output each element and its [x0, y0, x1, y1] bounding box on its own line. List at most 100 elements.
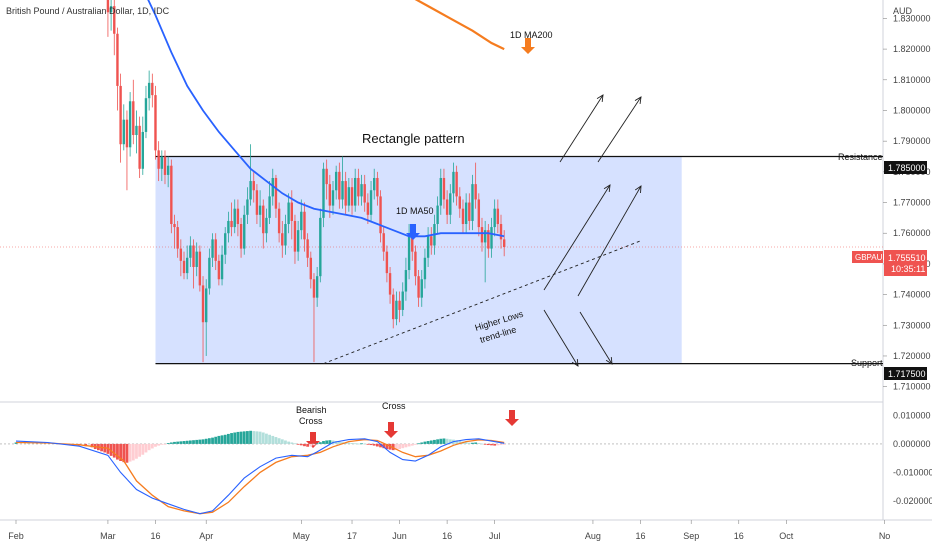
macd-histogram-bar [385, 443, 389, 450]
candle-body [106, 0, 110, 13]
macd-histogram-bar [423, 441, 427, 444]
time-tick-label: Oct [779, 531, 794, 541]
macd-histogram-bar [496, 443, 500, 446]
candle-body [490, 227, 493, 249]
candle-body [452, 171, 455, 194]
macd-histogram-bar [442, 438, 446, 444]
range-up-arrow-1 [543, 184, 611, 291]
macd-histogram-bar [366, 443, 370, 445]
candle-body [464, 202, 468, 225]
time-axis[interactable]: Feb Mar 16 Apr May 17 Jun 16 Jul Aug 16 Sep 16 Oct No [8, 520, 890, 541]
macd-histogram-bar [252, 431, 256, 444]
candle-body [449, 193, 452, 215]
breakdown-arrow-1-head [571, 358, 579, 367]
macd-histogram-bar [154, 443, 157, 447]
macd-histogram-bar [122, 443, 126, 463]
macd-histogram-bar [157, 443, 161, 446]
macd-histogram-bar [486, 443, 490, 446]
candle-body [192, 245, 195, 267]
macd-histogram-bar [483, 443, 487, 445]
macd-histogram-bar [192, 440, 195, 444]
candle-body [303, 211, 306, 240]
candle-body [363, 184, 366, 203]
time-tick-label: May [293, 531, 311, 541]
candle-body [163, 156, 167, 175]
candle-body [113, 6, 116, 34]
macd-histogram-bar [502, 443, 506, 445]
candle-body [322, 168, 325, 218]
ma200-line [414, 0, 505, 51]
candle-body [138, 125, 141, 169]
candle-body [331, 190, 335, 206]
time-tick-label: Apr [199, 531, 213, 541]
macd-histogram-bar [490, 443, 493, 446]
time-tick-label: Jun [392, 531, 407, 541]
candle-body [122, 119, 125, 145]
price-tick-label: 1.760000 [893, 228, 931, 238]
time-tick-label: 16 [734, 531, 744, 541]
resistance-price-value: 1.785000 [888, 163, 926, 173]
candle-body [287, 202, 290, 225]
candle-body [281, 233, 284, 246]
macd-histogram-bar [426, 441, 430, 444]
macd-histogram-bar [464, 442, 468, 444]
macd-histogram-bar [417, 443, 420, 445]
macd-histogram-bar [255, 431, 259, 444]
breakdown-arrow-1 [543, 309, 579, 367]
macd-histogram-bar [163, 443, 167, 445]
last-price-value: 1.755510 [888, 253, 926, 263]
macd-histogram-bar [144, 443, 148, 453]
resistance-label: Resistance [838, 152, 883, 162]
candle-body [325, 168, 328, 185]
macd-histogram-bar [258, 431, 262, 444]
candle-body [296, 230, 300, 252]
price-tick-label: 1.710000 [893, 382, 931, 392]
candle-body [262, 205, 265, 234]
time-tick-label: Mar [100, 531, 116, 541]
candle-body [220, 254, 224, 280]
macd-histogram-bar [382, 443, 386, 449]
candle-body [414, 251, 417, 277]
symbol-label: GBPAUD [855, 253, 888, 262]
ma200-pointer-arrow [521, 38, 535, 54]
symbol-tag [852, 251, 883, 263]
candle-body [170, 165, 173, 225]
candle-body [499, 224, 503, 240]
macd-histogram-bar [128, 443, 132, 462]
macd-histogram-bar [433, 439, 436, 444]
candle-body [109, 6, 113, 13]
macd-histogram-bar [353, 443, 357, 445]
macd-histogram-bar [220, 435, 224, 444]
candle-body [411, 233, 414, 252]
macd-histogram-bar [299, 443, 303, 446]
candle-body [236, 208, 240, 225]
candle-body [385, 251, 389, 274]
macd-histogram-bar [363, 443, 367, 445]
macd-histogram-bar [328, 440, 332, 444]
candle-body [360, 184, 363, 197]
macd-histogram-bar [493, 443, 497, 446]
macd-histogram-bar [312, 443, 316, 446]
macd-histogram-bar [223, 434, 227, 444]
macd-histogram-bar [414, 443, 417, 445]
macd-histogram-bar [309, 443, 313, 447]
candle-body [141, 131, 144, 169]
candle-body [306, 239, 309, 258]
candle-body [147, 82, 151, 99]
candle-body [461, 208, 465, 225]
macd-histogram-bar [407, 443, 411, 447]
macd-histogram-bar [455, 440, 459, 444]
candle-body [239, 224, 243, 249]
candle-body [230, 220, 233, 228]
macd-histogram-bar [410, 443, 414, 446]
higher-lows-trendline [323, 240, 641, 365]
rectangle-pattern-area [155, 156, 682, 364]
candle-body [249, 181, 252, 200]
macd-histogram-bar [249, 430, 252, 444]
bearish-cross-label-line2: Cross [299, 416, 323, 426]
candle-body [208, 257, 211, 289]
macd-histogram-bar [246, 431, 249, 444]
candle-body [144, 98, 148, 132]
candle-body [341, 181, 344, 200]
